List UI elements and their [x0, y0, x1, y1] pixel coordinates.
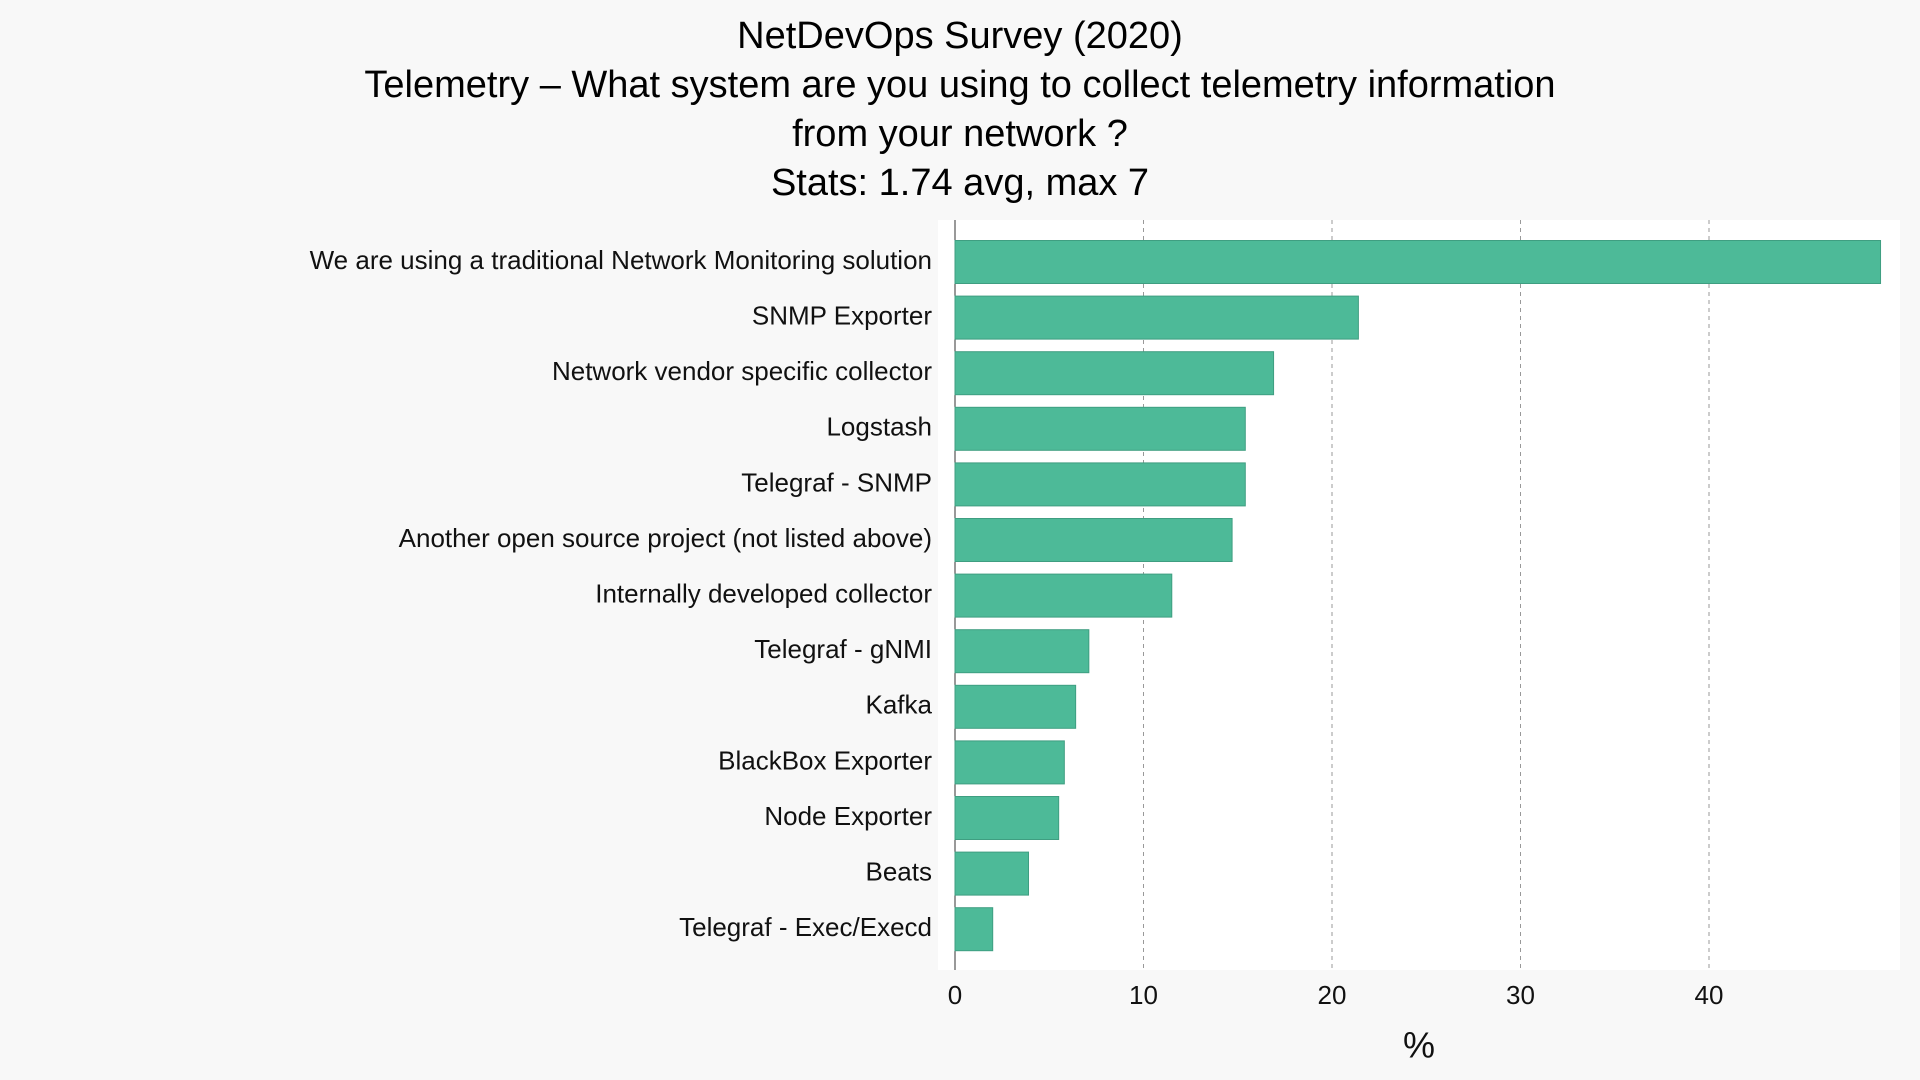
- x-tick-label-0: 0: [948, 980, 962, 1010]
- bar-11: [954, 851, 1030, 896]
- bar-4: [954, 462, 1246, 507]
- category-label-11: Beats: [866, 856, 933, 886]
- x-tick-label-20: 20: [1318, 980, 1347, 1010]
- category-label-1: SNMP Exporter: [752, 300, 932, 330]
- category-label-10: Node Exporter: [764, 801, 932, 831]
- title-line-3: from your network ?: [792, 113, 1128, 155]
- gridlines: [1143, 220, 1710, 970]
- x-axis-label: %: [1403, 1025, 1435, 1066]
- category-label-2: Network vendor specific collector: [552, 356, 932, 386]
- bar-9: [954, 740, 1065, 785]
- title-line-1: NetDevOps Survey (2020): [737, 15, 1183, 57]
- bar-5: [954, 518, 1233, 562]
- category-label-8: Kafka: [866, 690, 933, 720]
- category-label-4: Telegraf - SNMP: [741, 467, 932, 497]
- x-tick-label-40: 40: [1695, 980, 1724, 1010]
- chart-title: NetDevOps Survey (2020) Telemetry – What…: [0, 12, 1920, 208]
- title-line-4: Stats: 1.74 avg, max 7: [770, 162, 1150, 204]
- x-tick-label-10: 10: [1129, 980, 1158, 1010]
- x-tick-label-30: 30: [1506, 980, 1535, 1010]
- bar-6: [954, 573, 1173, 618]
- bar-0: [954, 240, 1882, 284]
- bar-1: [954, 295, 1359, 340]
- category-label-7: Telegraf - gNMI: [754, 634, 932, 664]
- category-label-3: Logstash: [826, 412, 932, 442]
- x-tick-labels: 0 10 20 30 40: [948, 980, 1724, 1010]
- category-label-9: BlackBox Exporter: [718, 745, 932, 775]
- bar-7: [954, 629, 1090, 674]
- title-line-2: Telemetry – What system are you using to…: [364, 64, 1556, 106]
- bar-12: [954, 907, 994, 952]
- bar-2: [954, 351, 1275, 396]
- category-label-12: Telegraf - Exec/Execd: [679, 912, 932, 942]
- bar-3: [954, 406, 1246, 451]
- category-label-0: We are using a traditional Network Monit…: [310, 245, 932, 275]
- category-label-6: Internally developed collector: [595, 578, 932, 608]
- category-label-5: Another open source project (not listed …: [399, 523, 932, 553]
- category-labels: We are using a traditional Network Monit…: [310, 245, 933, 942]
- bars: [954, 240, 1882, 952]
- bar-8: [954, 684, 1077, 729]
- bar-10: [954, 796, 1060, 840]
